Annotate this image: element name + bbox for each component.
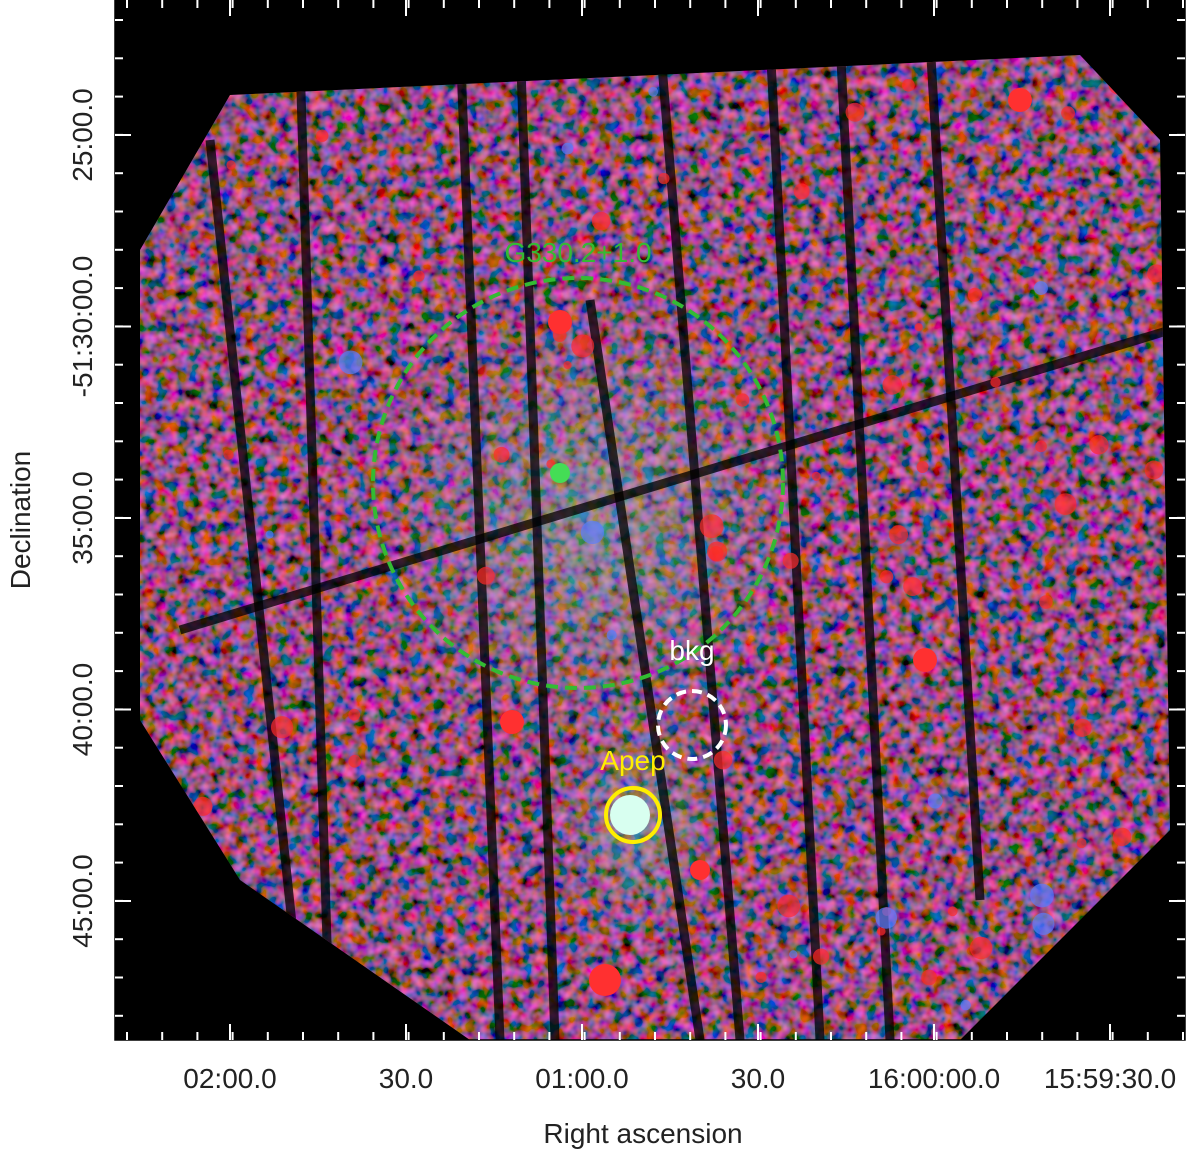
point-source — [193, 796, 213, 816]
x-tick-label: 15:59:30.0 — [1044, 1063, 1176, 1094]
point-source — [967, 287, 982, 302]
detector-gap — [765, 55, 825, 1040]
point-source — [413, 270, 425, 282]
y-tick-label: 45:00.0 — [67, 854, 98, 947]
point-source — [969, 936, 993, 960]
point-source — [1032, 912, 1055, 935]
detector-gap — [178, 325, 1170, 635]
point-source — [591, 211, 611, 231]
y-tick-label: 25:00.0 — [67, 88, 98, 181]
x-tick-label: 16:00:00.0 — [868, 1063, 1000, 1094]
point-source — [880, 570, 894, 584]
point-source — [1089, 435, 1109, 455]
point-source — [699, 514, 724, 539]
x-axis-title: Right ascension — [543, 1118, 742, 1149]
point-source — [658, 172, 670, 185]
point-source — [811, 471, 821, 481]
point-source — [1061, 106, 1075, 121]
xray-image — [140, 55, 1170, 1040]
point-source — [1030, 883, 1054, 908]
point-source — [348, 754, 362, 768]
point-source — [1073, 718, 1092, 737]
point-source — [348, 708, 361, 721]
point-source — [875, 907, 898, 929]
point-source — [1054, 493, 1077, 516]
point-source — [901, 78, 915, 92]
point-source — [812, 948, 830, 965]
x-tick-label: 02:00.0 — [183, 1063, 276, 1094]
point-source — [1033, 281, 1048, 296]
point-source — [493, 446, 510, 463]
point-source — [921, 969, 937, 986]
x-tick-label: 01:00.0 — [535, 1063, 628, 1094]
x-tick-label: 30.0 — [379, 1063, 434, 1094]
point-source — [1008, 88, 1032, 112]
point-source — [876, 926, 886, 936]
detector-gap — [835, 55, 895, 1040]
point-source — [561, 142, 574, 155]
point-source — [548, 310, 572, 334]
point-source — [903, 577, 923, 597]
point-source — [947, 906, 958, 917]
point-source — [226, 160, 236, 170]
point-source — [338, 350, 363, 375]
point-source — [889, 525, 909, 545]
point-source — [580, 520, 605, 545]
point-source — [589, 964, 621, 996]
annotation: G330.2+1.0 — [504, 237, 651, 268]
point-source — [1112, 827, 1132, 847]
point-source — [789, 950, 798, 959]
y-tick-label: -51:30:00.0 — [67, 256, 98, 398]
point-source — [736, 393, 750, 407]
region-apep — [604, 786, 662, 844]
point-source — [914, 323, 923, 332]
detector-gap — [655, 55, 745, 1040]
point-source — [916, 461, 929, 473]
point-source — [476, 566, 495, 585]
point-source — [882, 375, 903, 395]
point-source — [927, 793, 943, 809]
point-source — [793, 183, 810, 200]
region-snr — [371, 276, 785, 690]
annotation: bkg — [669, 635, 714, 666]
detector-gap — [515, 55, 560, 1040]
point-source — [1144, 460, 1164, 480]
detector-gap — [925, 55, 985, 901]
x-tick-label: 30.0 — [731, 1063, 786, 1094]
point-source — [1039, 595, 1053, 609]
point-source — [782, 552, 799, 569]
point-source — [690, 860, 710, 880]
annotation: Apep — [600, 745, 665, 776]
point-source — [960, 999, 971, 1011]
point-source — [845, 102, 865, 122]
point-source — [563, 360, 572, 370]
region-bkg — [656, 689, 728, 761]
point-source — [223, 449, 234, 460]
point-source — [648, 86, 659, 97]
point-source — [500, 710, 524, 734]
point-source — [1076, 838, 1087, 849]
point-source — [571, 334, 595, 358]
detector-gap — [295, 59, 335, 1040]
detector-gap — [205, 139, 305, 1001]
y-axis-title: Declination — [5, 451, 36, 590]
y-tick-label: 40:00.0 — [67, 663, 98, 756]
point-source — [990, 377, 1001, 388]
point-source — [270, 716, 294, 739]
point-source — [316, 129, 329, 142]
point-source — [777, 894, 801, 918]
point-source — [913, 648, 937, 672]
point-source — [707, 541, 728, 562]
point-source — [1147, 264, 1166, 283]
point-source — [755, 971, 767, 983]
point-source — [265, 530, 274, 539]
y-tick-label: 35:00.0 — [67, 471, 98, 564]
point-source — [606, 630, 617, 641]
point-source — [1035, 440, 1047, 453]
point-source — [713, 750, 733, 770]
plot-frame — [114, 0, 1186, 1041]
detector-gap — [585, 299, 705, 1040]
